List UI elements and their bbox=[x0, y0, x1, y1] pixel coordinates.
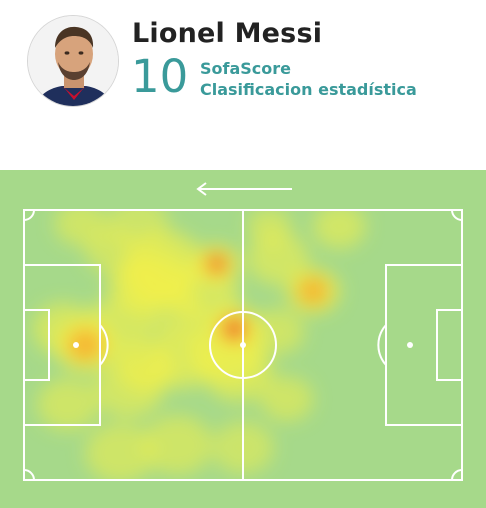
heat-spot bbox=[247, 232, 309, 285]
heat-spot bbox=[313, 210, 366, 249]
player-photo-icon bbox=[28, 16, 118, 106]
heat-spot bbox=[142, 286, 204, 339]
heat-spot-peak bbox=[225, 320, 244, 338]
corner-arc-tl bbox=[23, 209, 35, 221]
corner-arc-br bbox=[451, 469, 463, 481]
rating-source: SofaScore bbox=[200, 59, 292, 78]
heat-spot-core bbox=[297, 276, 329, 306]
right-goal-box bbox=[436, 309, 463, 381]
left-penalty-arc bbox=[99, 324, 109, 366]
center-circle bbox=[209, 311, 277, 379]
heat-spot bbox=[146, 328, 217, 389]
heat-spot bbox=[260, 376, 314, 422]
heat-spot bbox=[85, 228, 138, 273]
heat-spot-core bbox=[66, 328, 104, 362]
right-penalty-spot bbox=[407, 342, 413, 348]
heat-spot bbox=[247, 210, 292, 245]
corner-arc-bl bbox=[23, 469, 35, 481]
left-penalty-spot bbox=[73, 342, 79, 348]
heat-spot-peak bbox=[209, 256, 225, 272]
center-spot bbox=[240, 342, 246, 348]
heatmap-pitch bbox=[0, 170, 486, 508]
heat-spot bbox=[203, 342, 274, 402]
heat-spot bbox=[142, 415, 213, 475]
player-rating: 10 bbox=[131, 50, 189, 103]
heat-spot bbox=[85, 423, 156, 480]
pitch-lines bbox=[23, 209, 463, 481]
corner-arc-tr bbox=[451, 209, 463, 221]
heat-spot bbox=[94, 358, 165, 418]
player-name: Lionel Messi bbox=[132, 18, 323, 49]
heat-layer bbox=[32, 210, 366, 480]
heat-spot bbox=[37, 378, 99, 431]
left-goal-box bbox=[23, 309, 50, 381]
right-penalty-arc bbox=[377, 324, 387, 366]
pitch-svg bbox=[0, 170, 486, 508]
player-avatar bbox=[27, 15, 119, 107]
player-header: Lionel Messi 10 SofaScore Clasificacion … bbox=[0, 0, 486, 170]
rating-subtitle: Clasificacion estadística bbox=[200, 80, 417, 99]
attack-direction-arrow-icon bbox=[196, 182, 292, 196]
